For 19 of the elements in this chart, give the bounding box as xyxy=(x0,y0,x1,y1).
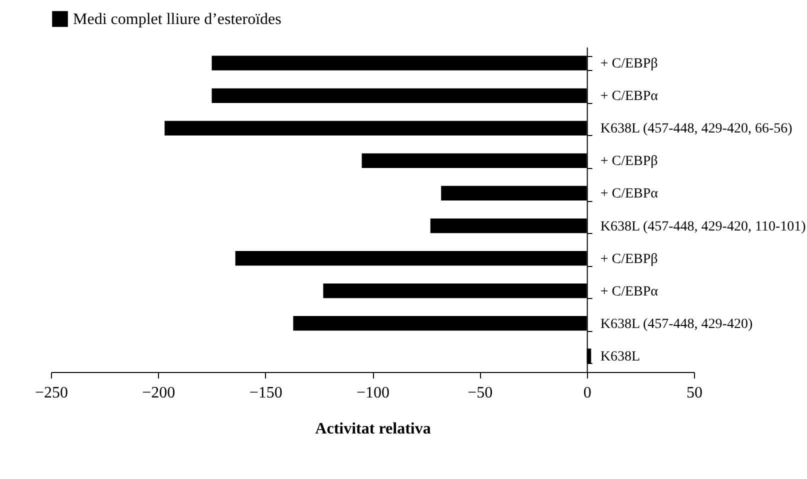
y-tick-label: + C/EBPβ xyxy=(600,56,658,72)
y-tick-label: + C/EBPβ xyxy=(600,154,658,170)
x-tick-label: 0 xyxy=(583,384,592,402)
y-tick-label: K638L (457-448, 429-420) xyxy=(600,316,753,332)
x-tick-label: −100 xyxy=(356,384,390,402)
x-tick-label: −200 xyxy=(142,384,176,402)
y-tick-label: + C/EBPα xyxy=(600,284,659,300)
y-tick-label: K638L xyxy=(600,349,640,364)
y-tick-label: K638L (457-448, 429-420, 110-101) xyxy=(600,219,806,234)
y-tick-label: + C/EBPα xyxy=(600,89,659,104)
y-tick-label: K638L (457-448, 429-420, 66-56) xyxy=(600,122,793,137)
x-tick-label: 50 xyxy=(686,384,702,402)
y-tick-label: + C/EBPα xyxy=(600,186,659,202)
x-tick-label: −150 xyxy=(249,384,282,402)
y-tick-label: + C/EBPβ xyxy=(600,252,658,267)
x-tick-label: −250 xyxy=(34,384,68,402)
x-axis-title: Activitat relativa xyxy=(315,420,431,438)
legend-label: Medi complet lliure d’esteroïdes xyxy=(73,11,282,28)
x-tick-label: −50 xyxy=(468,384,493,402)
